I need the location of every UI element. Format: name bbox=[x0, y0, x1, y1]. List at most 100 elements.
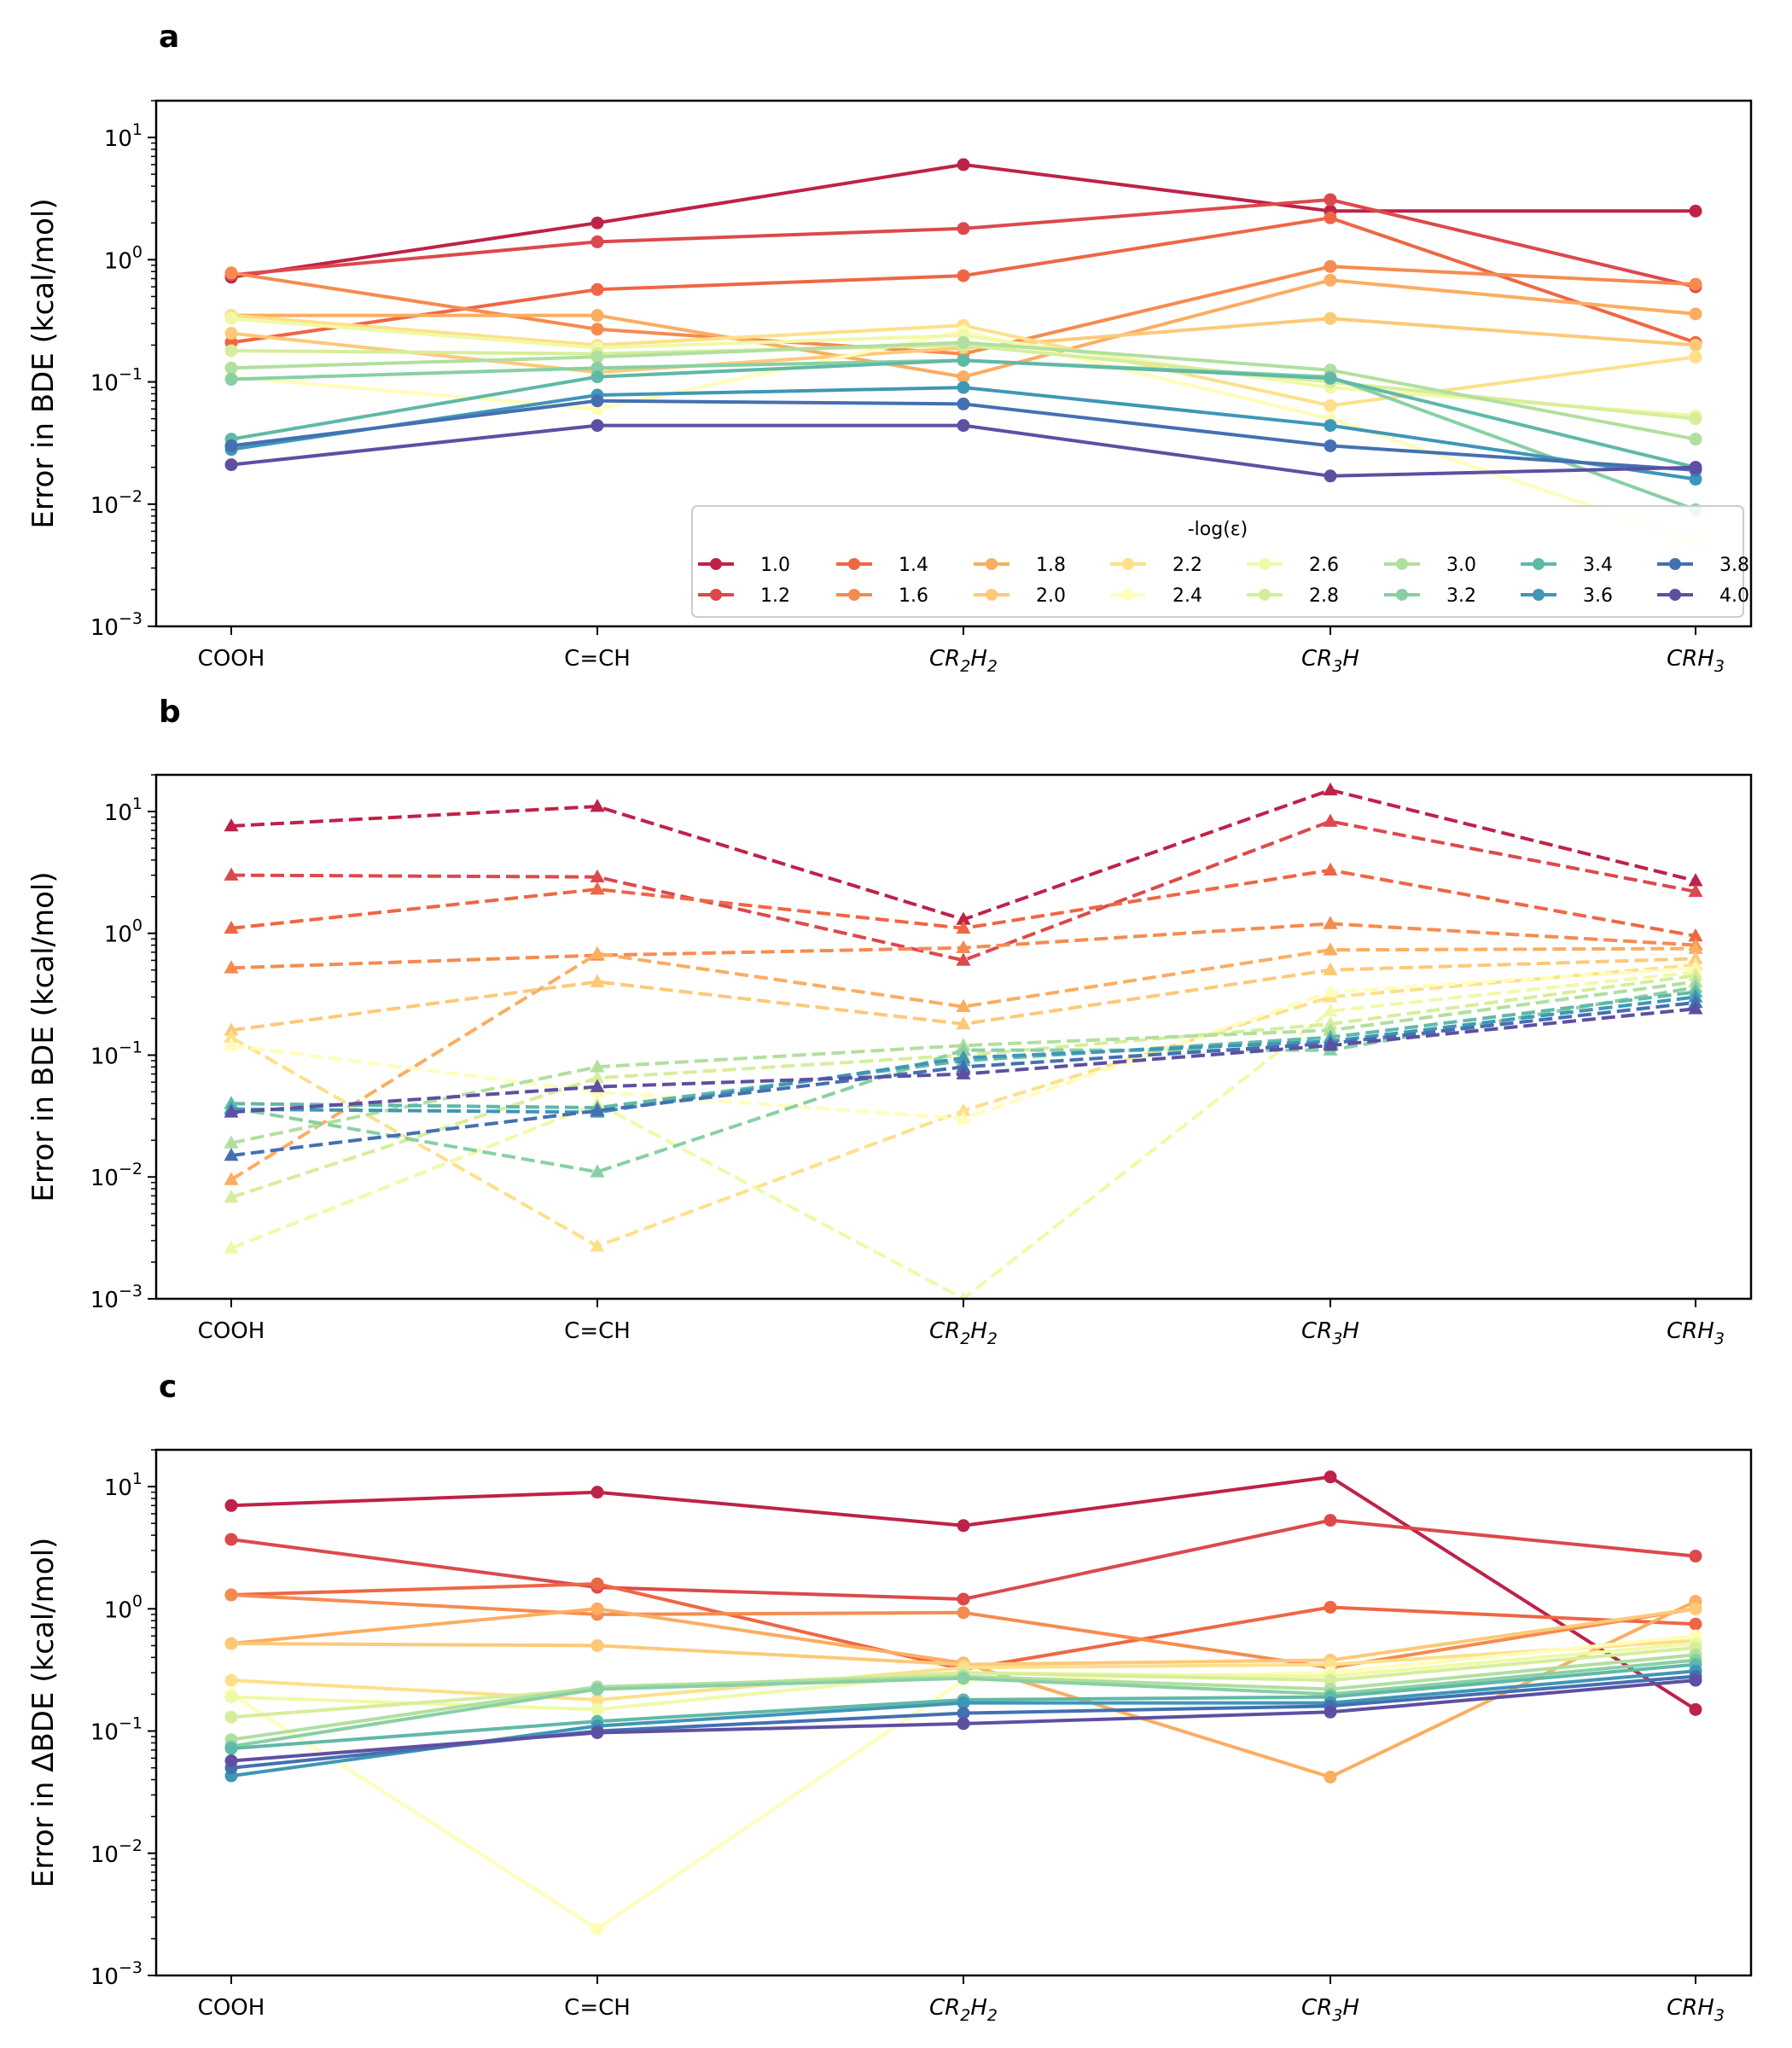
x-tick-label: CR2H2 bbox=[929, 1995, 998, 2025]
data-point bbox=[591, 1486, 604, 1499]
legend-item-3.2: 3.2 bbox=[1384, 585, 1476, 607]
series-group bbox=[224, 1470, 1702, 1936]
legend-label: 3.2 bbox=[1446, 585, 1476, 607]
data-point bbox=[591, 1638, 604, 1652]
legend-label: 3.8 bbox=[1719, 555, 1749, 576]
data-point bbox=[1323, 813, 1338, 827]
data-point bbox=[591, 216, 604, 230]
legend-label: 2.2 bbox=[1172, 555, 1202, 576]
legend-item-1.4: 1.4 bbox=[836, 555, 928, 576]
legend-marker bbox=[1669, 589, 1681, 601]
data-point bbox=[1689, 307, 1702, 321]
data-point bbox=[1324, 1600, 1337, 1614]
data-point bbox=[224, 1673, 238, 1687]
data-point bbox=[224, 1240, 239, 1254]
y-tick-label: 10−3 bbox=[90, 1958, 143, 1990]
data-point bbox=[956, 1066, 971, 1079]
data-point bbox=[957, 335, 970, 349]
data-point bbox=[224, 1038, 239, 1051]
data-point bbox=[591, 350, 604, 364]
legend-box bbox=[691, 505, 1744, 618]
legend-marker bbox=[710, 589, 722, 601]
data-point bbox=[1689, 1702, 1702, 1716]
data-point bbox=[224, 1190, 239, 1203]
x-tick-label: C=CH bbox=[564, 1318, 631, 1344]
data-point bbox=[591, 370, 604, 384]
data-point bbox=[956, 1103, 971, 1116]
x-tick-label: CR2H2 bbox=[929, 1318, 998, 1348]
data-point bbox=[957, 1606, 970, 1620]
panel-letter: c bbox=[159, 1370, 177, 1405]
data-point bbox=[591, 1577, 604, 1591]
legend-label: 3.4 bbox=[1583, 555, 1613, 576]
legend-label: 2.0 bbox=[1036, 585, 1066, 607]
y-tick-label: 10−2 bbox=[90, 1160, 143, 1191]
data-point bbox=[1689, 277, 1702, 291]
data-point bbox=[958, 1291, 969, 1299]
legend-marker bbox=[1396, 589, 1408, 601]
data-point bbox=[956, 998, 971, 1012]
data-point bbox=[591, 361, 604, 375]
data-point bbox=[1324, 439, 1337, 452]
data-point bbox=[591, 309, 604, 323]
data-point bbox=[224, 1148, 239, 1161]
series-line-1.2 bbox=[230, 819, 1696, 963]
series-group bbox=[224, 782, 1703, 1299]
data-point bbox=[224, 1710, 238, 1724]
data-point bbox=[591, 1693, 604, 1707]
data-point bbox=[957, 419, 970, 433]
data-point bbox=[224, 361, 238, 375]
legend-label: 1.8 bbox=[1036, 555, 1066, 576]
legend-item-2.8: 2.8 bbox=[1247, 585, 1339, 607]
data-point bbox=[591, 1602, 604, 1615]
data-point bbox=[224, 344, 238, 358]
data-point bbox=[224, 1637, 238, 1650]
data-point bbox=[1688, 928, 1703, 942]
data-point bbox=[591, 282, 604, 296]
data-point bbox=[1324, 1673, 1337, 1687]
legend-label: 1.6 bbox=[899, 585, 928, 607]
series-group bbox=[224, 158, 1702, 548]
data-point bbox=[956, 1050, 971, 1063]
data-point bbox=[1689, 461, 1702, 474]
data-point bbox=[224, 960, 239, 974]
data-point bbox=[591, 235, 604, 248]
panel-a: a 101 100 10−1 10−2 10−3 COOH C=CH CR2H2 CR3H CRH3… bbox=[26, 20, 1753, 676]
data-point bbox=[1323, 942, 1338, 956]
data-point bbox=[1323, 916, 1338, 929]
data-point bbox=[1324, 273, 1337, 287]
data-point bbox=[956, 1042, 971, 1056]
legend-marker bbox=[1259, 558, 1271, 570]
legend-item-3.6: 3.6 bbox=[1521, 585, 1613, 607]
data-point bbox=[591, 1683, 604, 1696]
data-point bbox=[957, 1696, 970, 1710]
x-tick-label: C=CH bbox=[564, 646, 631, 672]
data-point bbox=[1324, 1514, 1337, 1527]
legend-item-1.8: 1.8 bbox=[974, 555, 1066, 576]
data-point bbox=[956, 1111, 971, 1125]
data-point bbox=[224, 1498, 238, 1512]
x-tick-label: COOH bbox=[198, 1995, 265, 2021]
legend-label: 2.4 bbox=[1172, 585, 1202, 607]
data-point bbox=[1688, 873, 1703, 887]
y-tick-label: 10−3 bbox=[90, 609, 143, 641]
data-point bbox=[590, 945, 605, 959]
data-point bbox=[591, 394, 604, 408]
data-point bbox=[1689, 1550, 1702, 1563]
data-point bbox=[957, 397, 970, 410]
data-point bbox=[224, 1754, 238, 1768]
data-point bbox=[224, 266, 238, 280]
data-point bbox=[1688, 883, 1703, 898]
legend-item-1.0: 1.0 bbox=[698, 555, 790, 576]
data-point bbox=[1689, 1617, 1702, 1631]
panel-c: c 101 100 10−1 10−2 10−3 COOH C=CH CR2H2 CR3H CRH3… bbox=[26, 1370, 1753, 2025]
data-point bbox=[956, 1059, 971, 1073]
data-point bbox=[957, 269, 970, 282]
data-point bbox=[1689, 1673, 1702, 1687]
legend-label: 3.6 bbox=[1583, 585, 1613, 607]
legend-marker bbox=[710, 558, 722, 570]
data-point bbox=[957, 353, 970, 367]
data-point bbox=[956, 911, 971, 925]
x-tick-label: C=CH bbox=[564, 1995, 631, 2021]
data-point bbox=[591, 1702, 604, 1716]
